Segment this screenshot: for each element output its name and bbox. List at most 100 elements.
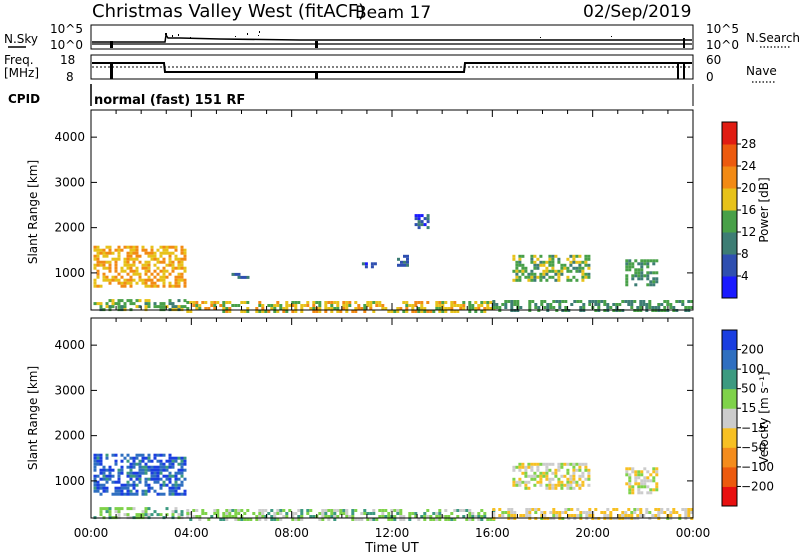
echo-cell: [542, 272, 546, 276]
freq-unit: [MHz]: [4, 66, 39, 80]
echo-cell: [240, 518, 244, 521]
echo-cell: [156, 266, 160, 270]
echo-cell: [120, 299, 124, 303]
echo-cell: [625, 262, 629, 266]
echo-cell: [300, 509, 304, 512]
echo-cell: [587, 468, 591, 472]
echo-cell: [264, 310, 268, 313]
echo-cell: [135, 248, 139, 252]
echo-cell: [666, 303, 670, 306]
echo-cell: [606, 303, 610, 306]
echo-cell: [681, 508, 685, 511]
echo-cell: [279, 512, 283, 515]
echo-cell: [417, 223, 421, 227]
echo-cell: [588, 303, 592, 306]
echo-cell: [258, 512, 262, 515]
echo-cell: [533, 272, 537, 276]
echo-cell: [518, 477, 522, 481]
echo-cell: [348, 304, 352, 307]
echo-cell: [330, 509, 334, 512]
echo-cell: [132, 302, 136, 306]
echo-cell: [126, 245, 130, 249]
echo-cell: [542, 263, 546, 267]
echo-cell: [630, 306, 634, 309]
echo-cell: [180, 248, 184, 252]
echo-cell: [105, 266, 109, 270]
echo-cell: [126, 266, 130, 270]
echo-cell: [105, 245, 109, 249]
echo-cell: [177, 299, 181, 303]
echo-cell: [512, 269, 516, 273]
colorbar-swatch: [722, 166, 737, 189]
echo-cell: [542, 462, 546, 466]
echo-cell: [258, 301, 262, 304]
echo-cell: [264, 515, 268, 518]
echo-cell: [102, 465, 106, 469]
echo-cell: [552, 511, 556, 514]
echo-cell: [246, 518, 250, 521]
echo-cell: [252, 512, 256, 515]
echo-cell: [96, 251, 100, 255]
echo-cell: [147, 513, 151, 517]
echo-cell: [515, 260, 519, 264]
echo-cell: [168, 281, 172, 285]
echo-cell: [645, 303, 649, 306]
echo-cell: [225, 301, 229, 304]
echo-cell: [156, 477, 160, 481]
echo-cell: [312, 304, 316, 307]
echo-cell: [258, 310, 262, 313]
echo-cell: [159, 513, 163, 517]
echo-cell: [231, 272, 235, 276]
echo-cell: [524, 465, 528, 469]
echo-cell: [102, 507, 106, 511]
echo-cell: [420, 304, 424, 307]
echo-cell: [539, 263, 543, 267]
echo-cell: [566, 462, 570, 466]
echo-cell: [180, 513, 184, 517]
echo-cell: [546, 303, 550, 306]
echo-cell: [539, 275, 543, 279]
echo-cell: [381, 304, 385, 307]
echo-cell: [159, 305, 163, 309]
echo-cell: [162, 281, 166, 285]
echo-cell: [345, 515, 349, 518]
echo-cell: [530, 269, 534, 273]
echo-cell: [171, 513, 175, 517]
echo-cell: [566, 278, 570, 282]
echo-cell: [594, 300, 598, 303]
figure-title: Christmas Valley West (fitACF): [92, 1, 365, 22]
echo-cell: [435, 301, 439, 304]
echo-cell: [420, 515, 424, 518]
echo-cell: [129, 278, 133, 282]
echo-cell: [569, 474, 573, 478]
echo-cell: [521, 269, 525, 273]
echo-cell: [468, 515, 472, 518]
echo-cell: [411, 310, 415, 313]
echo-cell: [180, 456, 184, 460]
echo-cell: [150, 251, 154, 255]
echo-cell: [576, 300, 580, 303]
echo-cell: [114, 510, 118, 514]
echo-cell: [414, 217, 418, 221]
echo-cell: [438, 515, 442, 518]
echo-cell: [528, 303, 532, 306]
echo-cell: [180, 278, 184, 282]
echo-cell: [114, 260, 118, 264]
echo-cell: [144, 278, 148, 282]
echo-cell: [528, 508, 532, 511]
echo-cell: [162, 302, 166, 306]
echo-cell: [414, 223, 418, 227]
echo-cell: [336, 307, 340, 310]
echo-cell: [135, 492, 139, 496]
echo-cell: [366, 512, 370, 515]
echo-cell: [312, 515, 316, 518]
echo-cell: [539, 471, 543, 475]
colorbar-tick-label: 16: [741, 203, 756, 217]
echo-cell: [135, 245, 139, 249]
echo-cell: [285, 304, 289, 307]
echo-cell: [108, 299, 112, 303]
echo-cell: [639, 306, 643, 309]
echo-cell: [560, 272, 564, 276]
echo-cell: [628, 473, 632, 477]
echo-cell: [246, 275, 250, 279]
